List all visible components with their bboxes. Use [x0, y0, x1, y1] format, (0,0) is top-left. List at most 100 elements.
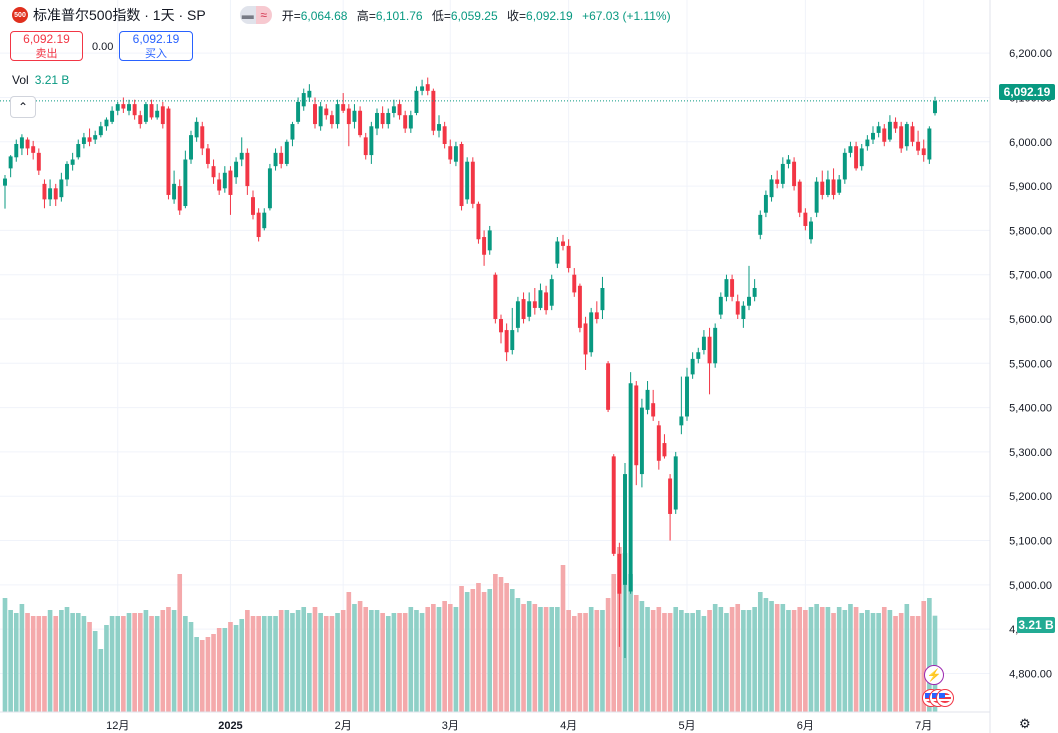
volume-legend[interactable]: Vol 3.21 B [12, 73, 69, 87]
volume-bar [402, 613, 408, 712]
candle-body [251, 197, 255, 215]
low-label: 低 [431, 8, 444, 23]
candle-body [431, 90, 436, 131]
volume-bar [476, 583, 481, 712]
candle-body [391, 106, 396, 113]
volume-bar [115, 616, 121, 712]
volume-bar [594, 610, 600, 712]
volume-bar [842, 610, 848, 712]
candle-body [871, 132, 875, 140]
candle-body [189, 135, 193, 160]
candle-body [775, 179, 780, 184]
volume-bar [650, 610, 656, 712]
volume-bar [887, 610, 893, 712]
candle-body [14, 143, 19, 158]
volume-bar [893, 616, 898, 712]
volume-bar [171, 610, 177, 712]
candle-body [324, 108, 329, 116]
candle-body [735, 301, 740, 315]
buy-button[interactable]: 6,092.19 买入 [119, 31, 193, 61]
candle-body [166, 108, 171, 195]
candle-body [668, 478, 673, 514]
volume-bar [673, 607, 679, 712]
candle-body [786, 159, 791, 164]
candle-body [420, 86, 425, 91]
y-tick-label: 5,100.00 [1009, 536, 1052, 548]
candle-body [177, 186, 182, 211]
settings-gear-icon[interactable]: ⚙ [1019, 716, 1031, 731]
x-tick-label: 7月 [915, 720, 932, 732]
y-tick-label: 5,300.00 [1009, 447, 1052, 459]
volume-bar [588, 607, 594, 712]
candle-body [279, 152, 284, 164]
volume-bar [19, 604, 25, 712]
volume-bar [780, 604, 786, 712]
sell-button[interactable]: 6,092.19 卖出 [10, 31, 83, 61]
volume-bar [261, 616, 267, 712]
candle-body [566, 245, 571, 269]
volume-bar [98, 649, 104, 712]
volume-bar [126, 613, 132, 712]
minus-icon[interactable]: ▬ [239, 6, 256, 24]
volume-bar [239, 619, 245, 712]
candle-body [234, 161, 239, 178]
volume-bar [865, 610, 870, 712]
volume-bar [549, 607, 555, 712]
volume-bar [679, 610, 684, 712]
collapse-legend-button[interactable]: ⌃ [10, 96, 36, 118]
volume-bar [284, 610, 290, 712]
candle-body [685, 376, 689, 417]
candle-body [143, 104, 148, 122]
candle-body [690, 358, 695, 375]
volume-bar [825, 607, 831, 712]
volume-bar [245, 610, 250, 712]
volume-bar [419, 613, 425, 712]
volume-bar [104, 625, 109, 712]
volume-bar [881, 607, 887, 712]
us-flag-icon[interactable] [936, 689, 954, 707]
candle-body [363, 137, 368, 156]
volume-bar [30, 616, 36, 712]
candle-body [465, 161, 470, 200]
volume-bar [92, 631, 98, 712]
lightning-event-icon[interactable]: ⚡ [924, 665, 944, 685]
candle-body [673, 456, 678, 510]
candle-body [369, 126, 374, 156]
volume-bar [81, 616, 87, 712]
candle-body [245, 152, 250, 187]
volume-bar [904, 604, 910, 712]
volume-bar [109, 616, 115, 712]
candle-body [611, 456, 616, 554]
volume-bar [470, 589, 476, 712]
volume-bar [352, 604, 357, 712]
candle-body [397, 104, 402, 116]
volume-bar [431, 604, 436, 712]
candle-body [577, 285, 582, 328]
volume-bar [295, 610, 301, 712]
volume-bar [690, 613, 695, 712]
candle-body [499, 319, 503, 333]
candle-body [115, 104, 120, 111]
candle-body [927, 128, 932, 160]
x-tick-label: 2025 [218, 720, 242, 732]
candle-body [228, 170, 233, 195]
candle-body [521, 299, 526, 320]
volume-bar [774, 604, 780, 712]
symbol-title[interactable]: 标准普尔500指数 · 1天 · SP [33, 7, 206, 23]
indicator-toggle[interactable]: ▬ ≈ [239, 6, 272, 24]
candle-body [59, 179, 64, 198]
volume-bar [132, 613, 137, 712]
approx-icon[interactable]: ≈ [255, 6, 272, 24]
candle-body [617, 553, 622, 594]
candle-body [104, 119, 109, 127]
candle-body [273, 152, 278, 167]
volume-bar [831, 613, 836, 712]
y-tick-label: 5,700.00 [1009, 270, 1052, 282]
candle-body [820, 181, 825, 195]
candle-body [307, 90, 312, 98]
volume-label: Vol [12, 73, 29, 87]
volume-bar [442, 601, 447, 712]
candle-body [425, 84, 430, 91]
candle-body [583, 323, 588, 355]
